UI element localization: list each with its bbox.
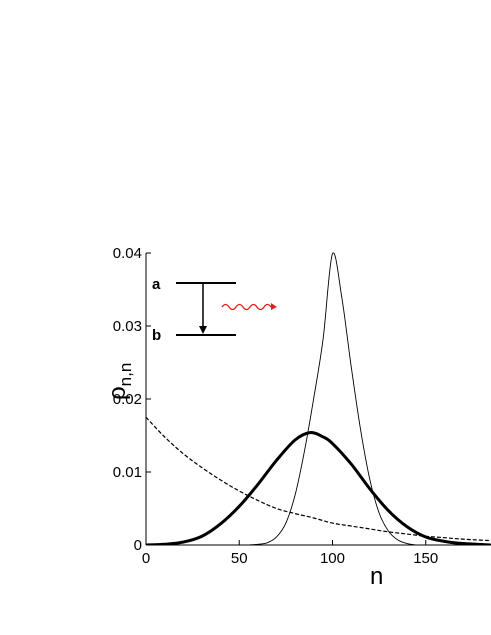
y-tick-label: 0.01	[113, 464, 142, 481]
y-axis-label-sub: n,n	[116, 363, 135, 387]
x-tick-label: 0	[142, 550, 150, 567]
y-axis-label: ρn,n	[104, 363, 135, 400]
series-line-dashed	[146, 416, 491, 542]
y-axis-label-main: ρ	[104, 386, 131, 400]
series-layer	[146, 252, 491, 545]
axes-layer	[145, 253, 491, 546]
y-tick-label: 0.04	[113, 245, 142, 262]
x-tick-label: 150	[413, 550, 438, 567]
x-tick-label: 50	[231, 550, 248, 567]
y-tick-label: 0.03	[113, 318, 142, 335]
series-line-thin-solid	[248, 252, 417, 545]
upper-level-label: a	[152, 276, 161, 293]
y-tick-label: 0	[134, 537, 142, 554]
y-tick-label: 0.02	[113, 391, 142, 408]
tick-layer: 0 50 100 150 0 0.01 0.02 0.03 0.04	[113, 245, 438, 567]
energy-level-inset: a b	[152, 276, 277, 344]
emitted-photon-wave	[221, 303, 272, 311]
lower-level-label: b	[152, 327, 161, 344]
emitted-photon-arrow-head	[271, 303, 277, 310]
series-line-thick-solid	[146, 431, 491, 545]
x-axis-label: n	[370, 563, 383, 590]
transition-arrow-head	[199, 326, 207, 334]
x-tick-label: 100	[320, 550, 345, 567]
